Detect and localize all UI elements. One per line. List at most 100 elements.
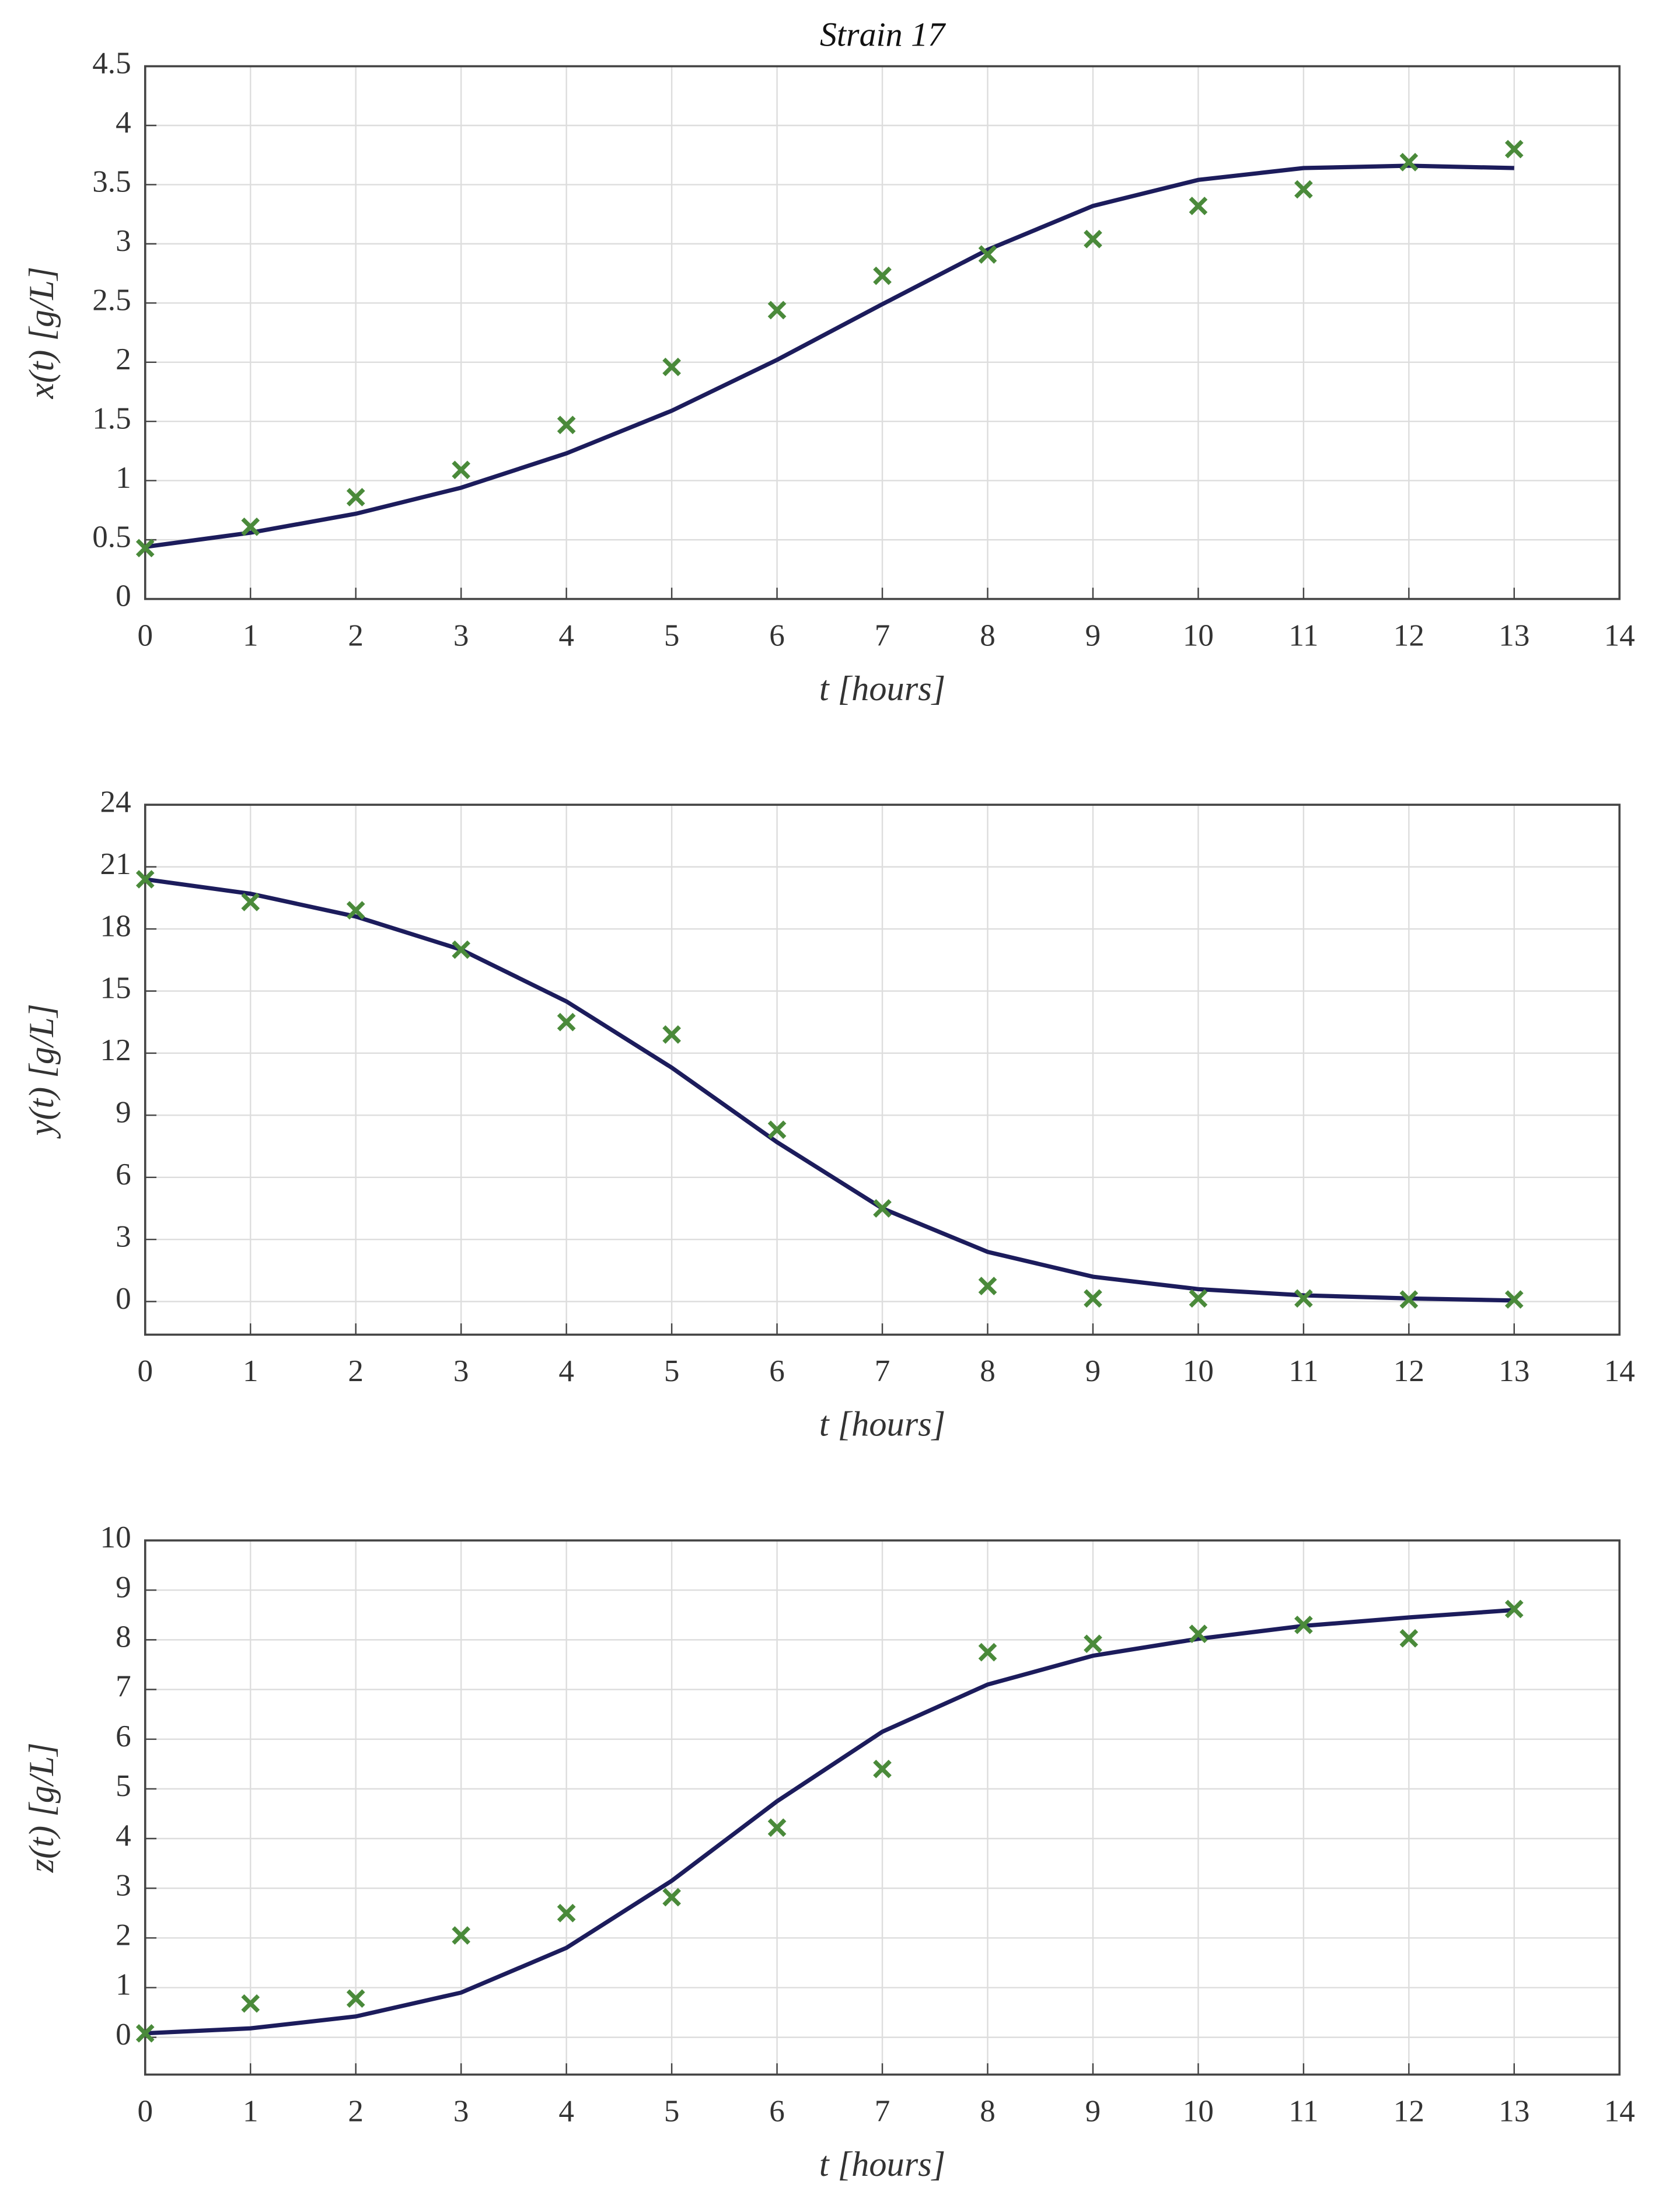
- plot-frame: [144, 65, 1621, 600]
- data-marker: [1504, 1290, 1524, 1309]
- x-tick-label: 11: [1288, 618, 1318, 652]
- y-axis-label: y(t) [g/L]: [22, 1004, 61, 1139]
- data-marker: [662, 1888, 681, 1907]
- data-marker: [978, 1643, 997, 1662]
- x-tick-label: 5: [664, 618, 680, 652]
- x-tick-label: 6: [769, 618, 785, 652]
- y-tick-label: 4: [116, 106, 131, 139]
- y-tick-label: 8: [116, 1620, 131, 1654]
- y-tick-label: 18: [100, 909, 131, 943]
- data-marker: [1294, 1615, 1313, 1634]
- x-tick-label: 7: [875, 618, 890, 652]
- x-tick-label: 14: [1604, 618, 1635, 652]
- chart-title: Strain 17: [820, 16, 946, 54]
- x-tick-label: 10: [1183, 1354, 1214, 1388]
- data-marker: [557, 1903, 576, 1923]
- y-tick-label: 1: [116, 461, 131, 495]
- data-marker: [978, 1277, 997, 1295]
- x-axis-label: t [hours]: [819, 2145, 945, 2184]
- data-marker: [1399, 1290, 1419, 1309]
- data-marker: [1504, 139, 1524, 159]
- data-marker: [135, 870, 155, 889]
- x-tick-label: 12: [1393, 618, 1424, 652]
- data-marker: [1504, 1599, 1524, 1619]
- x-axis-label: t [hours]: [819, 1405, 945, 1444]
- x-tick-label: 3: [453, 618, 469, 652]
- x-tick-label: 0: [138, 2094, 153, 2128]
- x-tick-label: 1: [243, 1354, 259, 1388]
- x-tick-label: 4: [558, 2094, 574, 2128]
- y-tick-label: 9: [116, 1570, 131, 1604]
- x-tick-label: 11: [1288, 2094, 1318, 2128]
- y-tick-label: 2.5: [92, 284, 131, 317]
- data-marker: [662, 1025, 681, 1044]
- data-marker: [135, 2024, 155, 2043]
- y-tick-label: 2: [116, 1918, 131, 1952]
- y-tick-label: 0.5: [92, 520, 131, 554]
- data-marker: [557, 415, 576, 435]
- y-tick-label: 3.5: [92, 165, 131, 199]
- y-tick-label: 4: [116, 1819, 131, 1853]
- x-tick-label: 13: [1499, 2094, 1529, 2128]
- y-tick-label: 1.5: [92, 401, 131, 435]
- x-tick-label: 13: [1499, 1354, 1529, 1388]
- y-tick-label: 12: [100, 1033, 131, 1067]
- x-tick-label: 5: [664, 1354, 680, 1388]
- x-tick-label: 8: [980, 1354, 996, 1388]
- x-tick-label: 1: [243, 618, 259, 652]
- data-marker: [767, 1818, 787, 1837]
- data-marker: [241, 517, 260, 536]
- y-tick-label: 15: [100, 972, 131, 1005]
- x-tick-label: 13: [1499, 618, 1529, 652]
- data-marker: [452, 1926, 471, 1945]
- data-marker: [1294, 180, 1313, 199]
- data-marker: [767, 300, 787, 320]
- y-tick-label: 21: [100, 847, 131, 881]
- y-tick-label: 0: [116, 1282, 131, 1316]
- data-line: [145, 1608, 1515, 2036]
- x-tick-label: 14: [1604, 2094, 1635, 2128]
- y-axis-label: x(t) [g/L]: [22, 267, 61, 399]
- y-axis-label: z(t) [g/L]: [22, 1742, 61, 1873]
- data-marker: [1189, 197, 1208, 215]
- x-axis-label: t [hours]: [819, 669, 945, 708]
- x-tick-label: 8: [980, 2094, 996, 2128]
- x-tick-label: 3: [453, 2094, 469, 2128]
- data-marker: [1084, 1634, 1102, 1654]
- x-tick-label: 2: [348, 618, 364, 652]
- y-tick-label: 5: [116, 1769, 131, 1803]
- y-tick-label: 3: [116, 1219, 131, 1253]
- x-tick-label: 0: [138, 618, 153, 652]
- data-marker: [452, 940, 471, 959]
- y-tick-label: 10: [100, 1521, 131, 1554]
- y-tick-label: 3: [116, 224, 131, 258]
- y-tick-label: 0: [116, 2018, 131, 2052]
- x-tick-label: 14: [1604, 1354, 1635, 1388]
- data-line: [145, 877, 1514, 1303]
- y-tick-label: 2: [116, 343, 131, 376]
- data-marker: [1294, 1289, 1313, 1308]
- x-tick-label: 5: [664, 2094, 680, 2128]
- x-tick-label: 8: [980, 618, 996, 652]
- data-marker: [452, 460, 471, 480]
- plot-frame: [144, 1539, 1621, 2076]
- data-marker: [873, 266, 892, 285]
- x-tick-label: 9: [1085, 618, 1101, 652]
- data-marker: [1189, 1624, 1208, 1643]
- data-marker: [241, 1994, 260, 2013]
- data-line: [145, 163, 1514, 549]
- x-tick-label: 4: [558, 618, 574, 652]
- data-marker: [1084, 229, 1102, 249]
- plot-frame: [144, 803, 1621, 1336]
- x-tick-label: 10: [1183, 618, 1214, 652]
- y-tick-label: 24: [100, 785, 131, 819]
- x-tick-label: 2: [348, 1354, 364, 1388]
- data-marker: [978, 245, 997, 264]
- data-marker: [241, 893, 260, 911]
- x-tick-label: 11: [1288, 1354, 1318, 1388]
- x-tick-label: 9: [1085, 2094, 1101, 2128]
- x-tick-label: 0: [138, 1354, 153, 1388]
- x-tick-label: 4: [558, 1354, 574, 1388]
